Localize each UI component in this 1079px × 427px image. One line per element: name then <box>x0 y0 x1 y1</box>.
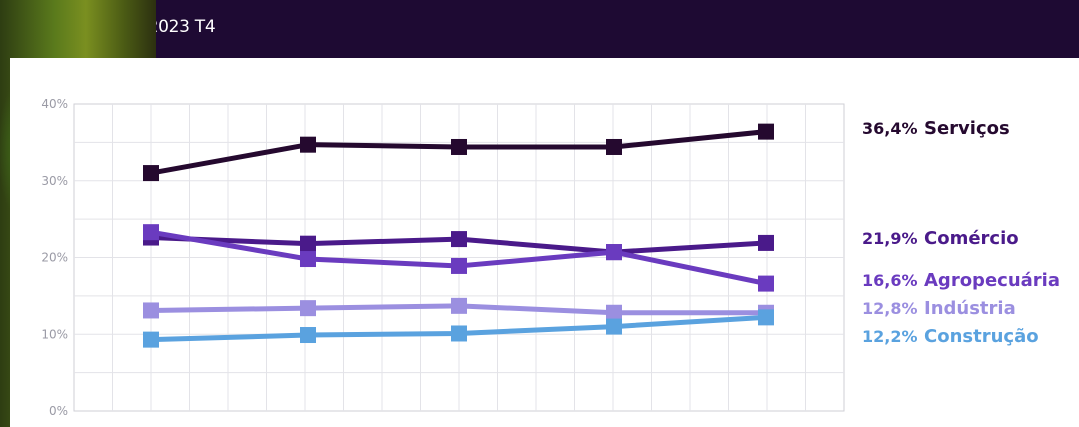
data-point <box>143 165 159 182</box>
end-value-label: 21,9% <box>862 229 918 248</box>
y-tick-label: 30% <box>41 174 68 188</box>
series-name-label: Serviços <box>924 118 1010 139</box>
data-point <box>758 234 774 251</box>
data-point <box>300 251 316 268</box>
end-value-label: 16,6% <box>862 271 918 290</box>
data-point <box>451 297 467 314</box>
data-point <box>451 231 467 248</box>
data-point <box>451 138 467 155</box>
data-point <box>300 235 316 252</box>
end-value-label: 12,2% <box>862 327 918 346</box>
data-point <box>300 300 316 317</box>
data-point <box>758 123 774 140</box>
series-name-label: Indústria <box>924 298 1016 319</box>
y-tick-label: 10% <box>41 327 68 341</box>
data-point <box>606 318 622 335</box>
end-value-label: 36,4% <box>862 119 918 138</box>
series-name-label: Comércio <box>924 228 1019 249</box>
line-chart: 0% 10% 20% 30% 40% 36,4% Serviços 21,9% Comércio… <box>41 97 1060 418</box>
data-point <box>143 302 159 319</box>
data-point <box>606 244 622 261</box>
series-name-label: Agropecuária <box>924 270 1060 291</box>
data-point <box>758 309 774 326</box>
data-point <box>300 327 316 344</box>
data-point <box>300 136 316 153</box>
data-point <box>758 275 774 292</box>
data-point <box>143 331 159 348</box>
data-point <box>606 304 622 321</box>
data-point <box>451 257 467 274</box>
data-point <box>143 224 159 241</box>
y-tick-label: 40% <box>41 97 68 111</box>
series-name-label: Construção <box>924 326 1039 347</box>
data-point <box>606 138 622 155</box>
data-point <box>451 325 467 342</box>
header-bar: Brasil, 2015 T4 - 2023 T4 <box>0 0 1079 58</box>
y-tick-label: 20% <box>41 251 68 265</box>
chart-card: 0% 10% 20% 30% 40% 36,4% Serviços 21,9% Comércio… <box>10 58 1079 427</box>
y-tick-label: 0% <box>49 404 68 418</box>
end-value-label: 12,8% <box>862 299 918 318</box>
